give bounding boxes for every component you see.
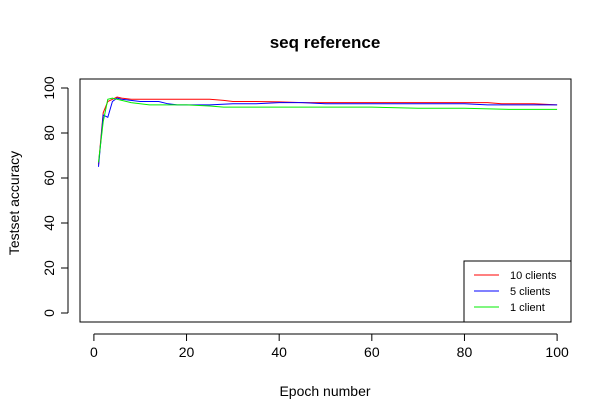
y-tick-label: 0 bbox=[41, 309, 57, 317]
legend-label-2: 5 clients bbox=[510, 286, 551, 298]
plot-frame bbox=[79, 78, 572, 323]
y-tick-label: 60 bbox=[41, 170, 57, 186]
chart-title: seq reference bbox=[270, 33, 381, 52]
series-layer bbox=[98, 96, 558, 167]
y-axis: 0 20 40 60 80 100 bbox=[41, 76, 69, 317]
x-tick-label: 0 bbox=[90, 344, 98, 360]
y-tick-label: 20 bbox=[41, 260, 57, 276]
y-tick-label: 100 bbox=[41, 76, 57, 100]
x-tick-label: 80 bbox=[457, 344, 473, 360]
y-axis-label: Testset accuracy bbox=[6, 151, 22, 255]
legend-label-3: 1 client bbox=[510, 302, 545, 314]
series-line-1 bbox=[98, 96, 558, 165]
legend: 10 clients 5 clients 1 client bbox=[463, 260, 572, 323]
legend-label-1: 10 clients bbox=[510, 270, 557, 282]
x-tick-label: 40 bbox=[271, 344, 287, 360]
x-axis: 0 20 40 60 80 100 bbox=[90, 333, 569, 360]
x-tick-label: 60 bbox=[364, 344, 380, 360]
y-tick-label: 80 bbox=[41, 125, 57, 141]
x-tick-label: 20 bbox=[179, 344, 195, 360]
series-line-2 bbox=[98, 97, 558, 167]
y-tick-label: 40 bbox=[41, 215, 57, 231]
series-line-3 bbox=[98, 97, 558, 163]
x-axis-label: Epoch number bbox=[279, 383, 370, 399]
x-tick-label: 100 bbox=[545, 344, 569, 360]
